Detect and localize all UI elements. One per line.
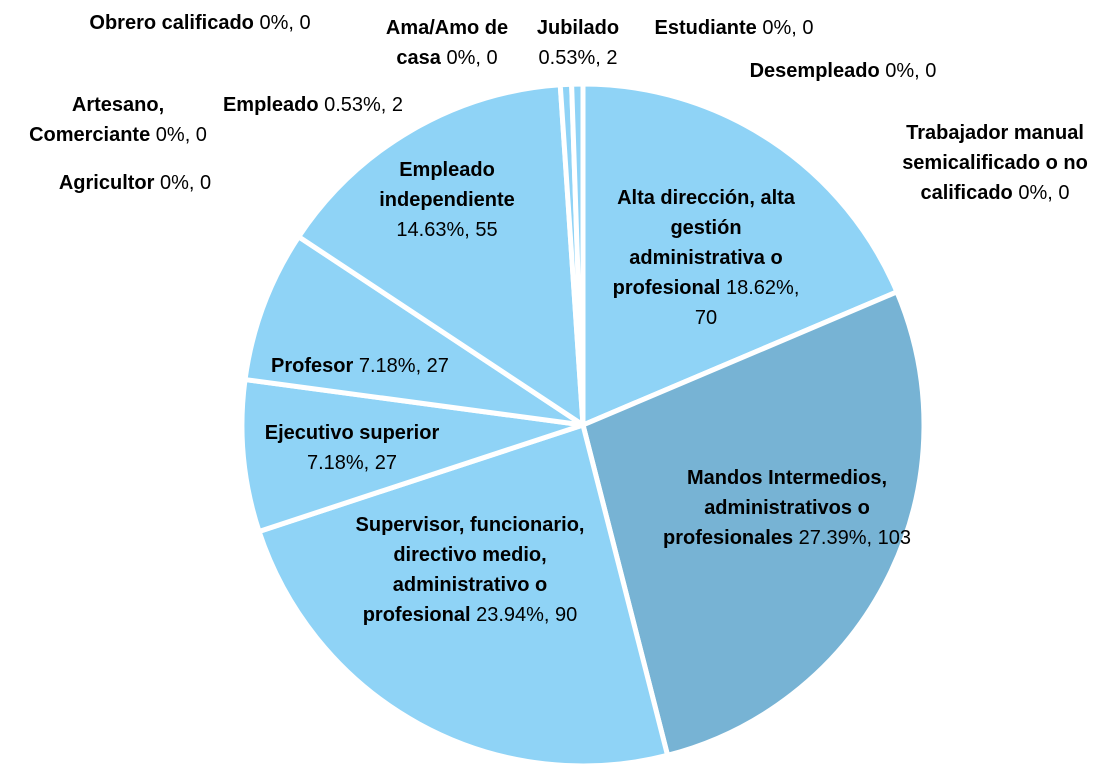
pie-slice [569,81,586,428]
category-label: Profesor [271,355,354,377]
value-label: 18.62%, 70 [694,277,800,329]
category-label: Jubilado [536,17,620,39]
data-label: Desempleado 0%, 0 [723,56,963,86]
pie-slice [580,81,900,428]
category-label: Agricultor [58,172,155,194]
data-label: Supervisor, funcionario, directivo medio… [350,510,590,630]
value-label: 0%, 0 [159,172,212,194]
pie-slice [296,82,586,428]
data-label: Obrero calificado 0%, 0 [70,8,330,38]
data-label: Mandos Intermedios, administrativos o pr… [662,463,912,553]
data-label: Ejecutivo superior 7.18%, 27 [242,418,462,478]
data-label: Profesor 7.18%, 27 [230,351,490,381]
pie-slice [239,377,586,534]
data-label: Trabajador manual semicalificado o no ca… [883,118,1101,208]
value-label: 0.53%, 2 [538,47,618,69]
category-label: Trabajador manual semicalificado o no ca… [902,122,1088,204]
data-label: Ama/Amo de casa 0%, 0 [367,13,527,73]
pie-slice [256,422,671,768]
pie-slice [580,289,927,758]
value-label: 0%, 0 [446,47,498,69]
category-label: Estudiante [654,17,757,39]
data-label: Agricultor 0%, 0 [35,168,235,198]
value-label: 7.18%, 27 [306,452,398,474]
category-label: Mandos Intermedios, administrativos o pr… [663,467,888,549]
value-label: 14.63%, 55 [396,219,498,241]
category-label: Supervisor, funcionario, directivo medio… [355,514,585,626]
value-label: 27.39%, 103 [798,527,911,549]
data-label: Alta dirección, alta gestión administrat… [601,183,811,333]
value-label: 0%, 0 [155,124,207,146]
category-label: Desempleado [749,60,880,82]
data-label: Artesano, Comerciante 0%, 0 [18,90,218,150]
value-label: 0%, 0 [259,12,311,34]
value-label: 0%, 0 [762,17,814,39]
category-label: Alta dirección, alta gestión administrat… [612,187,795,299]
value-label: 0.53%, 2 [324,94,404,116]
data-label: Estudiante 0%, 0 [624,13,844,43]
category-label: Empleado independiente [379,159,515,211]
category-label: Artesano, Comerciante [29,94,165,146]
category-label: Obrero calificado [89,12,254,34]
data-label: Empleado independiente 14.63%, 55 [357,155,537,245]
value-label: 23.94%, 90 [476,604,578,626]
category-label: Empleado [222,94,319,116]
category-label: Ama/Amo de casa [385,17,509,69]
value-label: 0%, 0 [1018,182,1070,204]
category-label: Ejecutivo superior [264,422,440,444]
pie-slice [242,234,586,428]
value-label: 0%, 0 [885,60,937,82]
data-label: Jubilado 0.53%, 2 [523,13,633,73]
data-label: Empleado 0.53%, 2 [193,90,433,120]
value-label: 7.18%, 27 [358,355,449,377]
